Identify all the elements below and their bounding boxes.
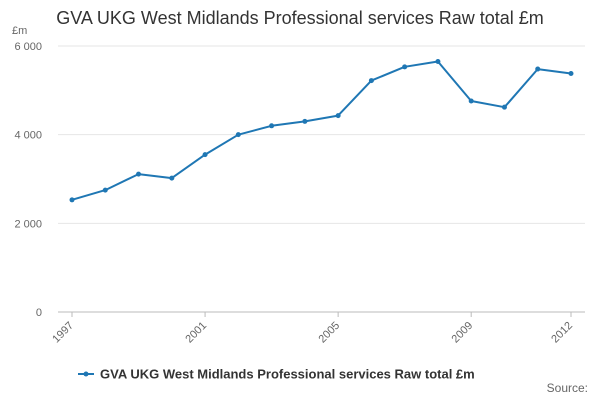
x-tick-label: 2005 [316, 320, 342, 346]
y-tick-label: 2 000 [14, 218, 42, 230]
data-point [435, 59, 441, 65]
source-label: Source: [546, 381, 588, 395]
data-point [302, 118, 308, 124]
data-point [269, 123, 275, 129]
data-point [335, 113, 341, 119]
y-tick-label: 6 000 [14, 41, 42, 53]
chart-title: GVA UKG West Midlands Professional servi… [56, 8, 544, 28]
legend-marker-icon [83, 371, 89, 377]
data-point [235, 132, 241, 138]
data-point [202, 152, 208, 158]
data-point [535, 66, 541, 72]
data-point [501, 104, 507, 110]
x-tick-label: 1997 [50, 320, 76, 346]
data-point [402, 64, 408, 70]
data-point [468, 98, 474, 104]
series-line [71, 60, 572, 201]
x-tick-label: 2001 [183, 320, 209, 346]
data-point [102, 187, 108, 193]
x-tick-label: 2009 [450, 320, 476, 346]
data-point [568, 70, 574, 76]
data-point [69, 197, 75, 203]
data-point [136, 171, 142, 177]
series-group [69, 59, 574, 203]
y-tick-label: 0 [36, 307, 42, 319]
x-axis: 1997 2001 2005 2009 2012 [50, 311, 585, 346]
y-tick-label: 4 000 [14, 130, 42, 142]
x-tick-label: 2012 [549, 320, 575, 346]
y-axis-ticks: 0 2 000 4 000 6 000 [14, 41, 42, 319]
data-point [368, 78, 374, 84]
data-point [169, 175, 175, 181]
y-axis-unit: £m [12, 25, 27, 37]
grid-lines [58, 45, 585, 224]
legend-item-label[interactable]: GVA UKG West Midlands Professional servi… [100, 367, 475, 382]
legend[interactable]: GVA UKG West Midlands Professional servi… [78, 367, 475, 382]
